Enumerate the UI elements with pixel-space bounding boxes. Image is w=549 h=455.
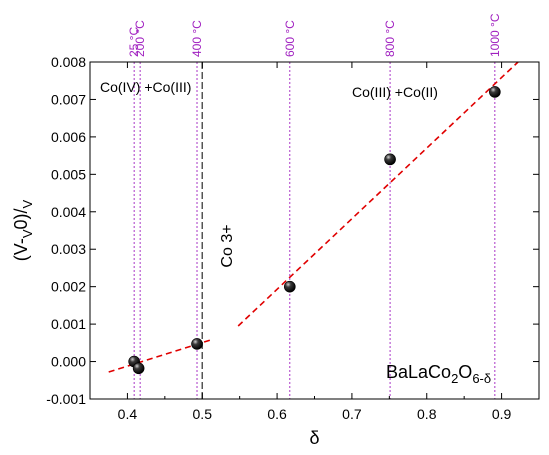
x-tick-label-1: 0.5 xyxy=(193,406,213,422)
y-tick-label-8: 0.007 xyxy=(51,91,86,107)
x-axis-ticks: 0.4 0.5 0.6 0.7 0.8 0.9 xyxy=(89,62,540,422)
y-axis-label: (V-V0)/V xyxy=(11,199,35,261)
x-tick-label-0: 0.4 xyxy=(118,406,138,422)
annotations: Co(IV) +Co(III) Co(III) +Co(II) Co 3+ BaLaC… xyxy=(100,79,491,386)
plot-frame xyxy=(89,61,540,400)
fit-lines xyxy=(108,61,519,373)
temperature-label-5: 1000 °C xyxy=(488,13,502,57)
temperature-label-1: 200 °C xyxy=(133,20,147,57)
y-tick-label-6: 0.005 xyxy=(51,166,86,182)
temperature-label-4: 800 °C xyxy=(383,20,397,57)
y-axis-ticks: -0.001 0.000 0.001 0.002 0.003 0.004 0.005 0.00… xyxy=(46,54,539,407)
y-tick-label-2: 0.001 xyxy=(51,316,86,332)
region-label-right: Co(III) +Co(II) xyxy=(352,84,438,100)
y-tick-label-3: 0.002 xyxy=(51,279,86,295)
compound-label: BaLaCo2O6-δ xyxy=(386,362,491,386)
data-point-1 xyxy=(132,362,145,375)
data-point-3 xyxy=(284,280,296,293)
data-point-4 xyxy=(384,153,396,166)
x-tick-label-5: 0.9 xyxy=(492,406,512,422)
temperature-lines xyxy=(133,62,496,399)
x-tick-label-3: 0.7 xyxy=(342,406,362,422)
data-points xyxy=(128,86,501,375)
x-axis-label: δ xyxy=(309,428,319,448)
y-tick-label-1: 0.000 xyxy=(51,354,86,370)
y-tick-label-4: 0.003 xyxy=(51,241,86,257)
temperature-label-2: 400 °C xyxy=(190,20,204,57)
x-tick-label-4: 0.8 xyxy=(417,406,437,422)
y-tick-label-7: 0.006 xyxy=(51,129,86,145)
temperature-label-3: 600 °C xyxy=(283,20,297,57)
boundary-label: Co 3+ xyxy=(219,224,236,267)
region-label-left: Co(IV) +Co(III) xyxy=(100,79,191,95)
y-tick-label-0: -0.001 xyxy=(46,391,86,407)
data-point-5 xyxy=(489,86,501,98)
data-point-2 xyxy=(191,338,203,350)
fit-line-1 xyxy=(237,61,519,327)
x-tick-label-2: 0.6 xyxy=(267,406,287,422)
y-tick-label-9: 0.008 xyxy=(51,54,86,70)
temperature-label-0: 25 °C xyxy=(127,27,141,57)
y-tick-label-5: 0.004 xyxy=(51,204,86,220)
